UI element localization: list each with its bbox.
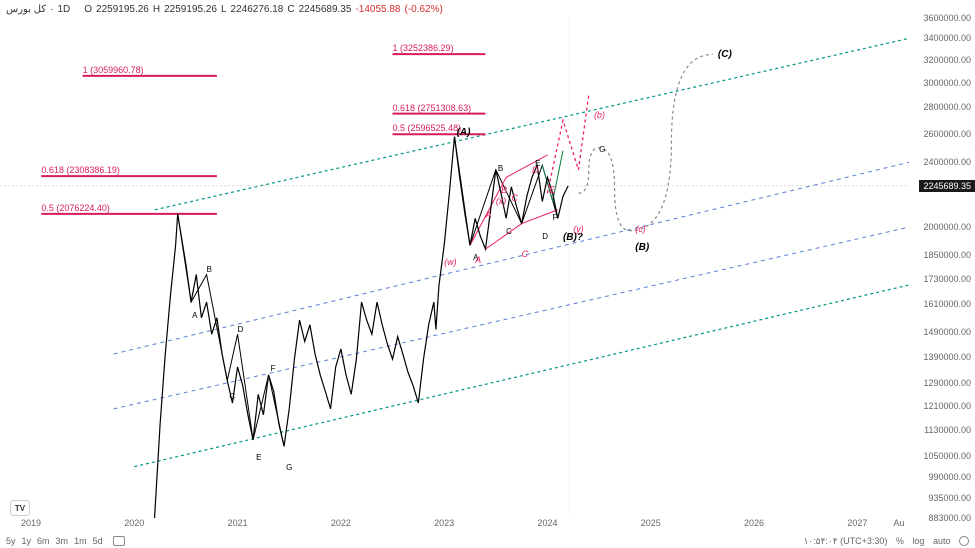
y-tick: 1050000.00 <box>923 451 971 461</box>
range-6m[interactable]: 6m <box>37 536 50 546</box>
range-1y[interactable]: 1y <box>22 536 32 546</box>
wave-label: E <box>256 453 261 462</box>
wave-label: D <box>542 232 548 241</box>
range-5d[interactable]: 5d <box>93 536 103 546</box>
calendar-icon[interactable] <box>113 536 125 546</box>
ohlc-o-val: 2259195.26 <box>96 4 149 15</box>
wave-label: G <box>286 463 292 472</box>
x-tick: 2026 <box>744 518 764 528</box>
wave-label: B <box>207 265 212 274</box>
symbol-name: كل بورس <box>6 4 46 15</box>
wave-label-pink: C <box>522 249 529 259</box>
y-tick: 990000.00 <box>928 472 971 482</box>
wave-label: D <box>238 325 244 334</box>
x-tick-au: Au <box>893 518 904 528</box>
y-tick: 3200000.00 <box>923 55 971 65</box>
fib-label: 0.618 (2751308.63) <box>393 103 472 113</box>
y-tick: 1130000.00 <box>924 425 971 435</box>
ohlc-chg: -14055.88 <box>355 4 400 15</box>
fib-label: 0.5 (2076224.40) <box>41 203 110 213</box>
interval: 1D <box>57 4 70 15</box>
wave-label: B <box>498 164 503 173</box>
chart-header: كل بورس · 1D O 2259195.26 H 2259195.26 L… <box>0 0 975 18</box>
ohlc-c-label: C <box>287 4 294 15</box>
x-tick: 2021 <box>228 518 248 528</box>
y-tick: 1210000.00 <box>923 401 971 411</box>
wave-label: G <box>599 145 605 154</box>
wave-label-pink: C <box>511 193 518 203</box>
price-badge: 2245689.35 <box>919 180 975 192</box>
fib-label: 1 (3059960.78) <box>83 65 144 75</box>
wave-label: (C) <box>718 49 732 60</box>
footer-bar: 5y 1y 6m 3m 1m 5d ۱۰:۵۴:۰۴ (UTC+3:30) % log a… <box>0 534 975 548</box>
wave-label-pink: A <box>475 255 481 265</box>
time-range-buttons: 5y 1y 6m 3m 1m 5d <box>6 536 131 547</box>
fib-label: 0.618 (2308386.19) <box>41 165 120 175</box>
y-tick: 883000.00 <box>928 513 971 523</box>
ohlc-l-val: 2246276.18 <box>231 4 284 15</box>
y-tick: 3000000.00 <box>923 78 971 88</box>
wave-label-pink: D <box>532 165 539 175</box>
y-axis: 3600000.003400000.003200000.003000000.00… <box>909 18 975 518</box>
wave-label-pink: E <box>550 185 556 195</box>
y-tick: 935000.00 <box>928 493 971 503</box>
wave-label: F <box>553 213 558 222</box>
x-tick: 2020 <box>124 518 144 528</box>
wave-label: F <box>271 364 276 373</box>
range-3m[interactable]: 3m <box>56 536 69 546</box>
x-axis: 2019 2020 2021 2022 2023 2024 2025 2026 2027 Au <box>0 518 909 534</box>
fib-label: 1 (3252386.29) <box>393 43 454 53</box>
footer-right: ۱۰:۵۴:۰۴ (UTC+3:30) % log auto <box>798 536 969 547</box>
range-5y[interactable]: 5y <box>6 536 16 546</box>
y-tick: 1490000.00 <box>923 327 971 337</box>
footer-auto[interactable]: auto <box>933 536 951 546</box>
wave-label-pink: (c) <box>635 224 646 234</box>
ohlc-h-label: H <box>153 4 160 15</box>
footer-pct[interactable]: % <box>896 536 904 546</box>
ohlc-c-val: 2245689.35 <box>299 4 352 15</box>
y-tick: 1610000.00 <box>923 299 971 309</box>
y-tick: 3600000.00 <box>923 13 971 23</box>
y-tick: 1290000.00 <box>923 378 971 388</box>
wave-label: C <box>506 227 512 236</box>
wave-label-pink: (b) <box>594 110 605 120</box>
footer-time: ۱۰:۵۴:۰۴ (UTC+3:30) <box>804 536 888 546</box>
wave-label: (B) <box>635 242 649 253</box>
x-tick: 2022 <box>331 518 351 528</box>
x-tick: 2027 <box>847 518 867 528</box>
y-tick: 2600000.00 <box>923 129 971 139</box>
footer-log[interactable]: log <box>912 536 924 546</box>
y-tick: 1730000.00 <box>923 274 971 284</box>
range-1m[interactable]: 1m <box>74 536 87 546</box>
wave-label-pink: (w) <box>444 257 457 267</box>
wave-label: (A) <box>457 127 471 138</box>
wave-label-pink: A <box>485 210 491 220</box>
chart-svg <box>0 18 909 518</box>
wave-label: (B)? <box>563 232 583 243</box>
fib-label: 0.5 (2596525.48) <box>393 123 462 133</box>
wave-label-pink: (y) <box>573 224 584 234</box>
chart-area[interactable]: 1 (3059960.78) 0.618 (2308386.19) 0.5 (207… <box>0 18 909 518</box>
y-tick: 1850000.00 <box>923 250 971 260</box>
ohlc-l-label: L <box>221 4 227 15</box>
y-tick: 2000000.00 <box>923 222 971 232</box>
gear-icon[interactable] <box>959 536 969 546</box>
wave-label-pink: (x) <box>496 196 507 206</box>
x-tick: 2019 <box>21 518 41 528</box>
wave-label-pink: B <box>501 185 507 195</box>
y-tick: 3400000.00 <box>923 33 971 43</box>
ohlc-chg-pct: (-0.62%) <box>404 4 442 15</box>
y-tick: 2400000.00 <box>923 157 971 167</box>
ohlc-h-val: 2259195.26 <box>164 4 217 15</box>
wave-label: C <box>229 392 235 401</box>
x-tick: 2023 <box>434 518 454 528</box>
ohlc-o-label: O <box>84 4 92 15</box>
x-tick: 2024 <box>537 518 557 528</box>
x-tick: 2025 <box>641 518 661 528</box>
tradingview-logo: TV <box>10 500 30 516</box>
y-tick: 1390000.00 <box>923 352 971 362</box>
y-tick: 2800000.00 <box>923 102 971 112</box>
wave-label: A <box>192 311 197 320</box>
